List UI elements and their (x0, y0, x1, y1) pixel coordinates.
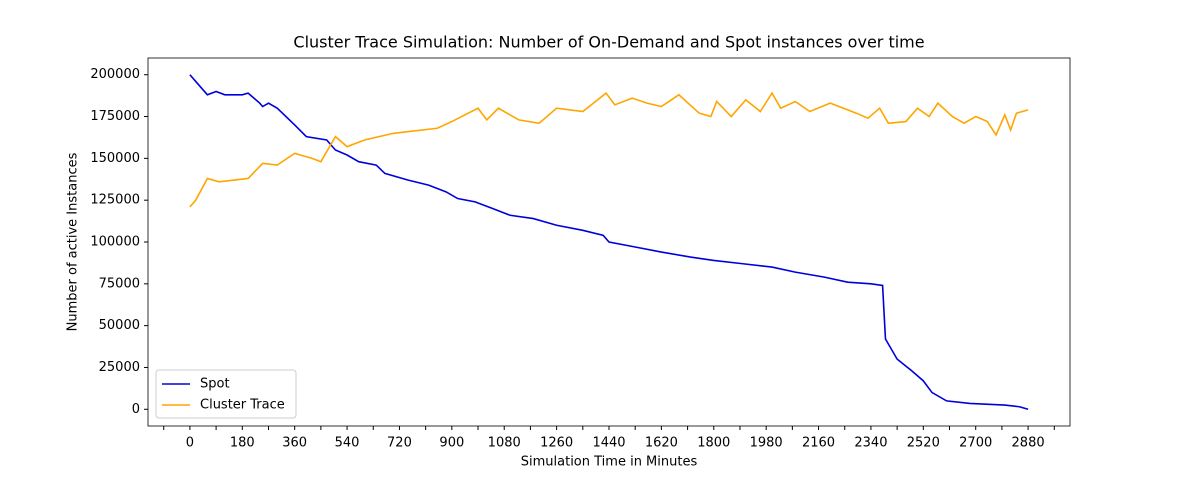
legend-label: Spot (200, 377, 230, 392)
x-tick-label: 1080 (488, 436, 521, 451)
y-tick-label: 75000 (99, 276, 140, 291)
x-tick-label: 360 (282, 436, 307, 451)
x-tick-label: 1260 (540, 436, 573, 451)
plot-frame (147, 57, 1071, 427)
x-tick-label: 2700 (959, 436, 992, 451)
y-axis-label: Number of active Instances (66, 152, 81, 331)
x-tick-label: 540 (335, 436, 360, 451)
x-tick-label: 2880 (1012, 436, 1045, 451)
x-tick-label: 2160 (802, 436, 835, 451)
x-tick-label: 1620 (645, 436, 678, 451)
y-tick-label: 25000 (99, 360, 140, 375)
x-tick-label: 180 (230, 436, 255, 451)
legend-box (155, 369, 297, 419)
x-tick-label: 0 (186, 436, 194, 451)
line-series (189, 74, 1029, 411)
legend-label: Cluster Trace (200, 398, 285, 413)
y-tick-label: 100000 (90, 235, 140, 250)
x-tick-label: 1440 (592, 436, 625, 451)
x-tick-label: 900 (439, 436, 464, 451)
x-tick-label: 2520 (907, 436, 940, 451)
y-tick-label: 150000 (90, 151, 140, 166)
y-tick-label: 0 (132, 402, 140, 417)
line-series (189, 91, 1029, 208)
x-tick-label: 1980 (750, 436, 783, 451)
x-tick-label: 2340 (854, 436, 887, 451)
chart-title: Cluster Trace Simulation: Number of On-D… (293, 33, 924, 52)
x-axis-label: Simulation Time in Minutes (521, 455, 698, 470)
x-tick-label: 1800 (697, 436, 730, 451)
y-tick-label: 50000 (99, 318, 140, 333)
y-tick-label: 200000 (90, 67, 140, 82)
x-tick-label: 720 (387, 436, 412, 451)
y-tick-label: 175000 (90, 109, 140, 124)
y-tick-label: 125000 (90, 193, 140, 208)
